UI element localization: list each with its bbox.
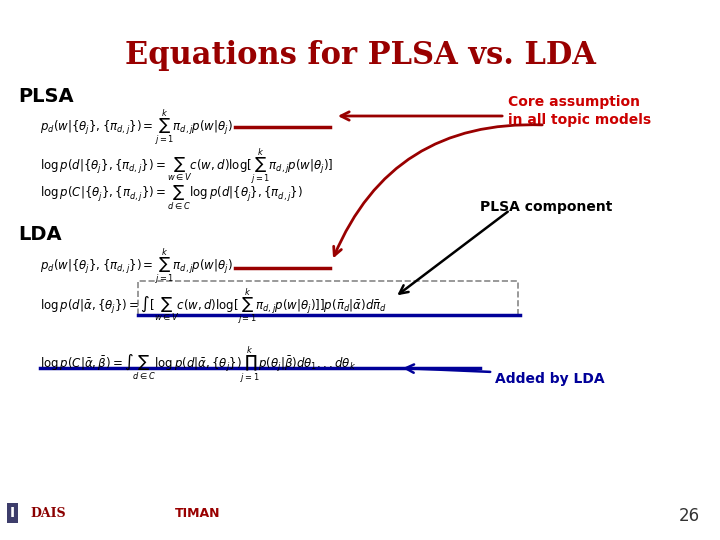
Text: $p_d(w|\{\theta_j\},\{\pi_{d,j}\}) = \sum_{j=1}^{k} \pi_{d,j} p(w|\theta_j)$: $p_d(w|\{\theta_j\},\{\pi_{d,j}\}) = \su… — [40, 247, 233, 286]
Text: DAIS: DAIS — [30, 507, 66, 520]
Text: Added by LDA: Added by LDA — [495, 372, 605, 386]
Text: I: I — [10, 506, 15, 520]
Text: LDA: LDA — [18, 225, 62, 244]
Text: $\log p(d|\bar{\alpha},\{\theta_j\}) = \int[\sum_{w \in V} c(w,d)\log[\sum_{j=1}: $\log p(d|\bar{\alpha},\{\theta_j\}) = \… — [40, 287, 387, 326]
Text: Equations for PLSA vs. LDA: Equations for PLSA vs. LDA — [125, 40, 595, 71]
Text: PLSA: PLSA — [18, 87, 73, 106]
Text: Core assumption
in all topic models: Core assumption in all topic models — [508, 95, 651, 127]
Text: $\log p(C|\bar{\alpha},\bar{\beta}) = \int \sum_{d \in C} \log p(d|\bar{\alpha},: $\log p(C|\bar{\alpha},\bar{\beta}) = \i… — [40, 345, 356, 386]
Text: TIMAN: TIMAN — [175, 507, 220, 520]
Bar — [138, 281, 518, 315]
Text: $\log p(C|\{\theta_j\},\{\pi_{d,j}\}) = \sum_{d \in C} \log p(d|\{\theta_j\},\{\: $\log p(C|\{\theta_j\},\{\pi_{d,j}\}) = … — [40, 184, 303, 212]
Text: PLSA component: PLSA component — [480, 200, 613, 214]
Text: 26: 26 — [679, 507, 700, 525]
Text: $p_d(w|\{\theta_j\},\{\pi_{d,j}\}) = \sum_{j=1}^{k} \pi_{d,j} p(w|\theta_j)$: $p_d(w|\{\theta_j\},\{\pi_{d,j}\}) = \su… — [40, 108, 233, 147]
Text: $\log p(d|\{\theta_j\},\{\pi_{d,j}\}) = \sum_{w \in V} c(w,d)\log[\sum_{j=1}^{k}: $\log p(d|\{\theta_j\},\{\pi_{d,j}\}) = … — [40, 147, 333, 186]
